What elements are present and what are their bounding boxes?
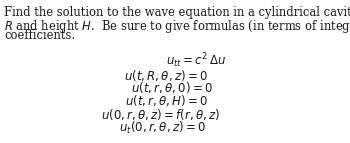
Text: coefficients.: coefficients.	[4, 29, 75, 42]
Text: $u_t(0, r, \theta, z) = 0$: $u_t(0, r, \theta, z) = 0$	[119, 120, 206, 136]
Text: Find the solution to the wave equation in a cylindrical cavity of radius: Find the solution to the wave equation i…	[4, 6, 350, 19]
Text: $u_{tt} = c^2\,\Delta u$: $u_{tt} = c^2\,\Delta u$	[166, 51, 226, 70]
Text: $R$ and height $H$.  Be sure to give formulas (in terms of integrals) for all: $R$ and height $H$. Be sure to give form…	[4, 18, 350, 35]
Text: $u(t, R, \theta, z) = 0$: $u(t, R, \theta, z) = 0$	[124, 68, 208, 83]
Text: $u(t, r, \theta, 0) = 0$: $u(t, r, \theta, 0) = 0$	[131, 81, 212, 95]
Text: $u(0, r, \theta, z) = f(r, \theta, z)$: $u(0, r, \theta, z) = f(r, \theta, z)$	[102, 107, 220, 122]
Text: $u(t, r, \theta, H) = 0$: $u(t, r, \theta, H) = 0$	[125, 93, 208, 108]
